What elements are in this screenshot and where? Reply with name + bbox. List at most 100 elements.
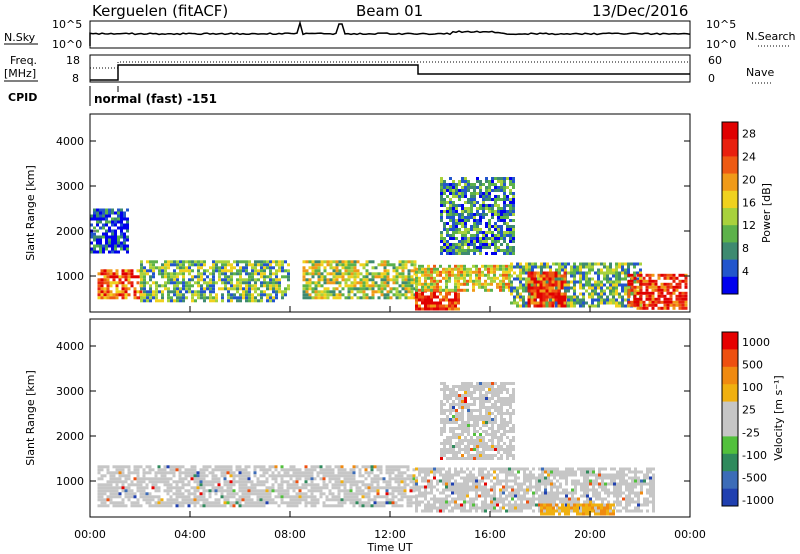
velocity-cell <box>529 479 532 483</box>
power-cell <box>503 219 506 222</box>
power-cell <box>527 301 531 305</box>
power-cell <box>678 282 682 286</box>
power-cell <box>275 290 278 294</box>
power-cell <box>657 294 661 298</box>
velocity-cell <box>583 488 586 492</box>
power-cell <box>386 293 390 297</box>
power-cell <box>344 296 348 300</box>
power-cell <box>242 290 245 294</box>
velocity-cell <box>625 479 628 483</box>
velocity-cell <box>196 480 200 484</box>
velocity-cell <box>376 483 380 487</box>
velocity-cell <box>574 479 577 483</box>
velocity-cell <box>448 470 451 474</box>
velocity-cell <box>481 509 484 513</box>
power-cell <box>194 275 197 279</box>
velocity-cell <box>574 488 577 492</box>
velocity-cell <box>634 467 637 471</box>
velocity-cell <box>616 470 619 474</box>
power-cell <box>99 235 102 239</box>
velocity-cell <box>598 509 601 513</box>
velocity-cell <box>470 382 473 385</box>
power-cell <box>560 283 564 287</box>
velocity-cell <box>181 492 185 496</box>
velocity-cell <box>625 494 628 498</box>
power-cell <box>254 269 257 273</box>
power-cell <box>392 263 396 267</box>
power-cell <box>512 192 515 195</box>
velocity-cell <box>169 471 173 475</box>
velocity-cell <box>505 470 508 474</box>
velocity-cell <box>613 485 616 489</box>
power-cell <box>579 265 582 269</box>
velocity-cell <box>178 474 182 478</box>
power-cell <box>612 280 615 284</box>
nsky-tick-top-right: 10^5 <box>706 18 736 31</box>
power-cell <box>484 273 487 277</box>
velocity-cell <box>211 504 215 508</box>
velocity-cell <box>280 501 284 505</box>
velocity-cell <box>544 497 547 501</box>
velocity-cell <box>449 457 452 460</box>
power-cell <box>512 177 515 180</box>
velocity-cell <box>466 509 469 513</box>
velocity-cell <box>619 467 622 471</box>
velocity-cell <box>604 497 607 501</box>
velocity-cell <box>598 473 601 477</box>
power-cell <box>121 275 125 279</box>
velocity-cell <box>364 471 368 475</box>
power-cell <box>467 249 470 252</box>
velocity-cell <box>574 500 577 504</box>
power-cell <box>660 291 664 295</box>
velocity-cell <box>556 488 559 492</box>
velocity-cell <box>295 495 299 499</box>
power-cell <box>212 290 215 294</box>
velocity-cell <box>280 465 284 469</box>
power-cell <box>167 266 170 270</box>
power-cell <box>439 292 442 296</box>
velocity-cell <box>473 427 476 430</box>
power-cell <box>478 276 481 280</box>
velocity-cell <box>157 498 161 502</box>
power-cell <box>522 265 525 269</box>
power-cell <box>570 304 573 308</box>
power-cell <box>200 266 203 270</box>
velocity-cell <box>473 445 476 448</box>
power-cell <box>660 300 664 304</box>
velocity-cell <box>160 498 164 502</box>
velocity-cell <box>217 477 221 481</box>
power-cell <box>251 269 254 273</box>
power-cell <box>383 260 387 264</box>
velocity-cell <box>103 465 107 469</box>
power-cell <box>464 207 467 210</box>
velocity-cell <box>430 479 433 483</box>
velocity-cell <box>649 485 652 489</box>
velocity-cell <box>322 483 326 487</box>
power-cell <box>481 273 484 277</box>
velocity-cell <box>181 504 185 508</box>
power-cell <box>615 277 618 281</box>
velocity-cell <box>475 509 478 513</box>
velocity-cell <box>481 467 484 471</box>
velocity-cell <box>464 406 467 409</box>
velocity-cell <box>443 397 446 400</box>
power-cell <box>567 298 570 302</box>
power-cell <box>209 293 212 297</box>
power-data <box>90 177 688 311</box>
power-cell <box>500 225 503 228</box>
power-cell <box>452 183 455 186</box>
velocity-cell <box>481 470 484 474</box>
velocity-cell <box>313 498 317 502</box>
power-cell <box>505 267 508 271</box>
power-cell <box>449 216 452 219</box>
velocity-cell <box>538 479 541 483</box>
power-cell <box>461 210 464 213</box>
velocity-cell <box>100 468 104 472</box>
velocity-cell <box>247 486 251 490</box>
power-cell <box>356 272 360 276</box>
velocity-cell <box>449 430 452 433</box>
power-cell <box>579 286 582 290</box>
power-cell <box>473 204 476 207</box>
velocity-cell <box>580 494 583 498</box>
velocity-cell <box>253 501 257 505</box>
